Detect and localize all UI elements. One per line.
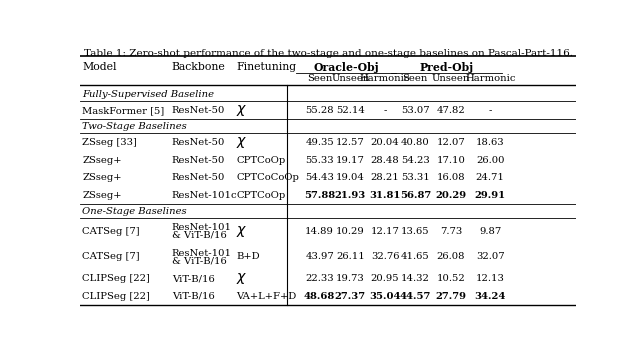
Text: 18.63: 18.63 — [476, 138, 504, 147]
Text: ZSseg+: ZSseg+ — [83, 155, 122, 165]
Text: Unseen: Unseen — [331, 73, 369, 83]
Text: 12.57: 12.57 — [336, 138, 365, 147]
Text: 54.43: 54.43 — [305, 173, 334, 182]
Text: 53.07: 53.07 — [401, 106, 429, 115]
Text: 19.04: 19.04 — [336, 173, 365, 182]
Text: 20.29: 20.29 — [435, 191, 467, 200]
Text: 26.08: 26.08 — [436, 252, 465, 261]
Text: CATSeg [7]: CATSeg [7] — [83, 252, 140, 261]
Text: ViT-B/16: ViT-B/16 — [172, 292, 214, 301]
Text: $\chi$: $\chi$ — [236, 135, 248, 150]
Text: Seen: Seen — [403, 73, 428, 83]
Text: $\chi$: $\chi$ — [236, 103, 248, 118]
Text: ResNet-50: ResNet-50 — [172, 155, 225, 165]
Text: 21.93: 21.93 — [335, 191, 366, 200]
Text: ViT-B/16: ViT-B/16 — [172, 274, 214, 283]
Text: 55.28: 55.28 — [305, 106, 334, 115]
Text: 27.79: 27.79 — [435, 292, 467, 301]
Text: CLIPSeg [22]: CLIPSeg [22] — [83, 274, 150, 283]
Text: 34.24: 34.24 — [474, 292, 506, 301]
Text: B+D: B+D — [236, 252, 260, 261]
Text: 48.68: 48.68 — [304, 292, 335, 301]
Text: 24.71: 24.71 — [476, 173, 504, 182]
Text: CPTCoOp: CPTCoOp — [236, 191, 285, 200]
Text: 10.29: 10.29 — [336, 227, 365, 236]
Text: One-Stage Baselines: One-Stage Baselines — [83, 207, 187, 216]
Text: ResNet-101: ResNet-101 — [172, 223, 232, 232]
Text: MaskFormer [5]: MaskFormer [5] — [83, 106, 164, 115]
Text: CPTCoCoOp: CPTCoCoOp — [236, 173, 299, 182]
Text: Backbone: Backbone — [172, 62, 225, 72]
Text: 29.91: 29.91 — [475, 191, 506, 200]
Text: Two-Stage Baselines: Two-Stage Baselines — [83, 122, 188, 131]
Text: 53.31: 53.31 — [401, 173, 429, 182]
Text: 26.00: 26.00 — [476, 155, 504, 165]
Text: Table 1: Zero-shot performance of the two-stage and one-stage baselines on Pasca: Table 1: Zero-shot performance of the tw… — [83, 49, 573, 58]
Text: $\chi$: $\chi$ — [236, 224, 248, 239]
Text: 19.73: 19.73 — [336, 274, 365, 283]
Text: 32.76: 32.76 — [371, 252, 399, 261]
Text: 9.87: 9.87 — [479, 227, 501, 236]
Text: 12.13: 12.13 — [476, 274, 504, 283]
Text: ZSseg+: ZSseg+ — [83, 173, 122, 182]
Text: -: - — [383, 106, 387, 115]
Text: 31.81: 31.81 — [369, 191, 401, 200]
Text: $\chi$: $\chi$ — [236, 271, 248, 286]
Text: Pred-Obj: Pred-Obj — [419, 62, 474, 73]
Text: & ViT-B/16: & ViT-B/16 — [172, 231, 227, 240]
Text: 26.11: 26.11 — [336, 252, 365, 261]
Text: 13.65: 13.65 — [401, 227, 429, 236]
Text: 20.95: 20.95 — [371, 274, 399, 283]
Text: 52.14: 52.14 — [336, 106, 365, 115]
Text: Harmonic: Harmonic — [465, 73, 515, 83]
Text: 12.07: 12.07 — [436, 138, 465, 147]
Text: 10.52: 10.52 — [436, 274, 465, 283]
Text: Harmonic: Harmonic — [360, 73, 410, 83]
Text: ResNet-101: ResNet-101 — [172, 248, 232, 258]
Text: 7.73: 7.73 — [440, 227, 462, 236]
Text: 40.80: 40.80 — [401, 138, 429, 147]
Text: 41.65: 41.65 — [401, 252, 429, 261]
Text: 35.04: 35.04 — [369, 292, 401, 301]
Text: Model: Model — [83, 62, 117, 72]
Text: 28.48: 28.48 — [371, 155, 399, 165]
Text: 32.07: 32.07 — [476, 252, 504, 261]
Text: ZSseg+: ZSseg+ — [83, 191, 122, 200]
Text: 56.87: 56.87 — [399, 191, 431, 200]
Text: 55.33: 55.33 — [305, 155, 334, 165]
Text: CPTCoOp: CPTCoOp — [236, 155, 285, 165]
Text: Fully-Supervised Baseline: Fully-Supervised Baseline — [83, 90, 214, 99]
Text: 44.57: 44.57 — [399, 292, 431, 301]
Text: 17.10: 17.10 — [436, 155, 465, 165]
Text: 14.89: 14.89 — [305, 227, 334, 236]
Text: Oracle-Obj: Oracle-Obj — [314, 62, 379, 73]
Text: ZSseg [33]: ZSseg [33] — [83, 138, 138, 147]
Text: 49.35: 49.35 — [305, 138, 334, 147]
Text: ResNet-50: ResNet-50 — [172, 173, 225, 182]
Text: 20.04: 20.04 — [371, 138, 399, 147]
Text: 54.23: 54.23 — [401, 155, 429, 165]
Text: CLIPSeg [22]: CLIPSeg [22] — [83, 292, 150, 301]
Text: ResNet-50: ResNet-50 — [172, 106, 225, 115]
Text: -: - — [488, 106, 492, 115]
Text: 27.37: 27.37 — [335, 292, 366, 301]
Text: 16.08: 16.08 — [436, 173, 465, 182]
Text: 12.17: 12.17 — [371, 227, 399, 236]
Text: ResNet-101c: ResNet-101c — [172, 191, 237, 200]
Text: & ViT-B/16: & ViT-B/16 — [172, 256, 227, 265]
Text: 14.32: 14.32 — [401, 274, 429, 283]
Text: 28.21: 28.21 — [371, 173, 399, 182]
Text: 57.88: 57.88 — [304, 191, 335, 200]
Text: 19.17: 19.17 — [336, 155, 365, 165]
Text: Finetuning: Finetuning — [236, 62, 296, 72]
Text: CATSeg [7]: CATSeg [7] — [83, 227, 140, 236]
Text: Seen: Seen — [307, 73, 332, 83]
Text: 22.33: 22.33 — [305, 274, 334, 283]
Text: Unseen: Unseen — [432, 73, 470, 83]
Text: 47.82: 47.82 — [436, 106, 465, 115]
Text: ResNet-50: ResNet-50 — [172, 138, 225, 147]
Text: 43.97: 43.97 — [305, 252, 334, 261]
Text: VA+L+F+D: VA+L+F+D — [236, 292, 296, 301]
